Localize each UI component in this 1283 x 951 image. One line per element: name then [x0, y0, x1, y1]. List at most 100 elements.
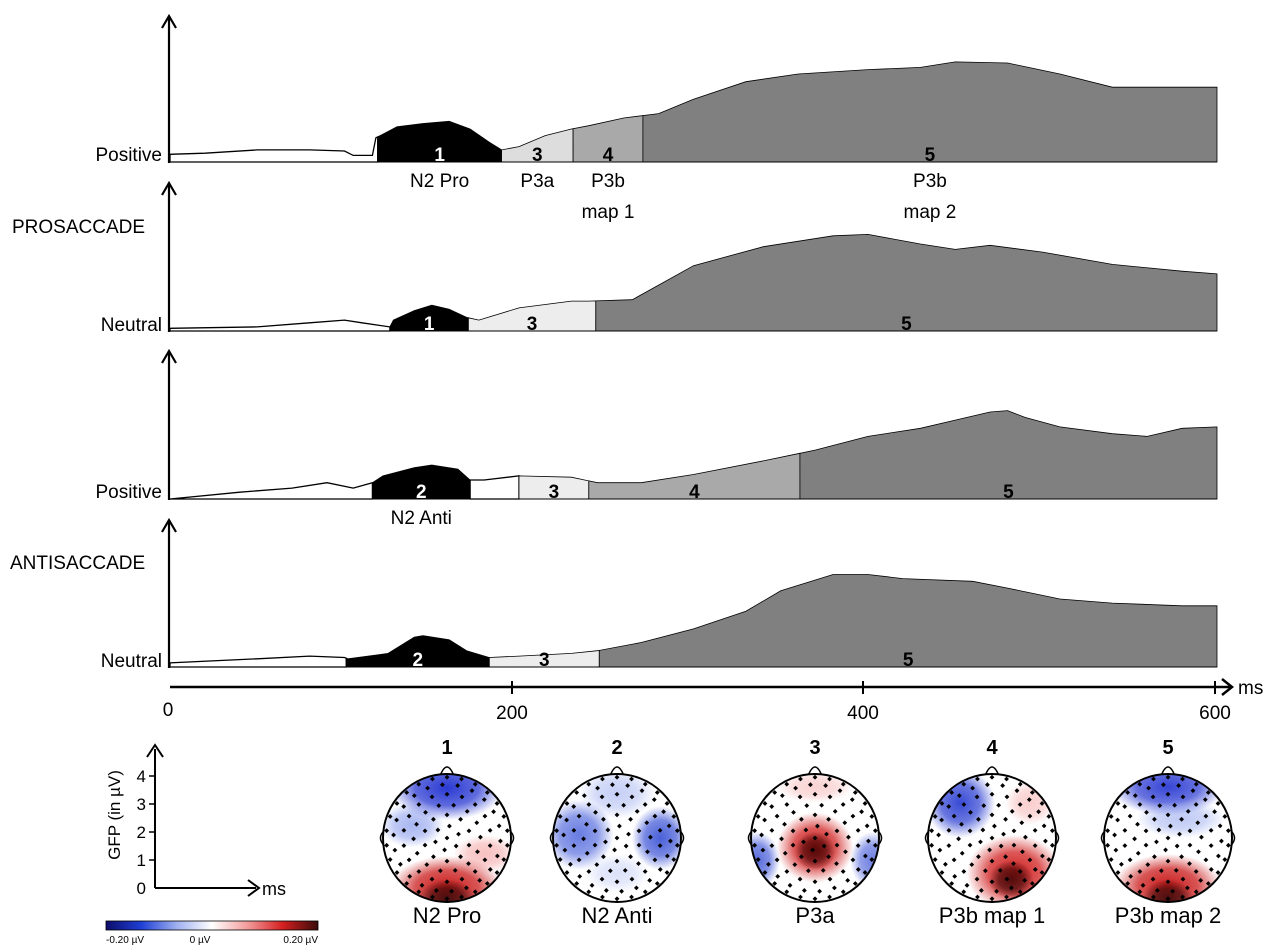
electrode-marker	[1019, 820, 1025, 826]
electrode-marker	[961, 781, 967, 787]
electrode-marker	[1165, 835, 1171, 841]
electrode-marker	[842, 820, 848, 826]
electrode-marker	[939, 817, 945, 823]
electrode-marker	[626, 831, 631, 837]
segment-map-number-p1-2: 1	[434, 145, 445, 166]
electrode-marker	[946, 843, 952, 849]
electrode-marker	[1137, 889, 1143, 895]
electrode-marker	[628, 816, 633, 822]
electrode-marker	[666, 823, 672, 829]
gfp-panel-4: 2 3 5 Neutral	[101, 517, 1218, 672]
electrode-marker	[801, 839, 806, 845]
electrode-marker	[1011, 861, 1016, 867]
electrode-marker	[430, 776, 435, 782]
electrode-marker	[647, 877, 653, 883]
electrode-marker	[599, 876, 605, 882]
electrode-marker	[416, 802, 422, 807]
electrode-marker	[812, 858, 818, 864]
electrode-marker	[815, 823, 820, 829]
electrode-marker	[946, 827, 952, 833]
colorbar: -0.20 µV 0 µV 0.20 µV	[105, 920, 319, 946]
electrode-marker	[981, 803, 987, 808]
electrode-marker	[429, 876, 435, 882]
electrode-marker	[827, 794, 833, 800]
electrode-marker	[411, 793, 417, 799]
electrode-marker	[464, 808, 470, 814]
electrode-marker	[775, 873, 781, 879]
electrode-marker	[974, 794, 980, 800]
segment-label-p1-2: N2 Pro	[410, 171, 469, 192]
gfp-tick-0: 0	[137, 879, 146, 898]
electrode-marker	[976, 854, 981, 860]
electrode-marker	[952, 873, 958, 879]
electrode-marker	[1001, 831, 1006, 837]
colorbar-max-label: 0.20 µV	[283, 935, 318, 946]
electrode-marker	[1146, 785, 1151, 791]
electrode-marker	[594, 862, 600, 868]
electrode-marker	[1203, 857, 1209, 863]
electrode-marker	[623, 843, 629, 849]
electrode-marker	[1122, 827, 1128, 833]
electrode-marker	[852, 881, 858, 886]
topomap-2: 2 N2 Anti	[549, 737, 685, 928]
electrode-marker	[671, 857, 677, 862]
electrode-marker	[568, 861, 573, 867]
electrode-marker	[840, 802, 846, 807]
electrode-marker	[1032, 843, 1038, 849]
segment-p4-1-unlabeled	[169, 655, 347, 668]
electrode-marker	[425, 785, 430, 791]
electrode-marker	[1152, 816, 1157, 822]
colorbar-min-label: -0.20 µV	[106, 935, 144, 946]
group-label-prosaccade: PROSACCADE	[12, 217, 145, 238]
electrode-marker	[628, 854, 633, 860]
electrode-marker	[1004, 794, 1010, 800]
segment-p3-6-map-5	[799, 410, 1218, 500]
electrode-marker	[394, 801, 400, 806]
gfp-tick-4: 4	[137, 767, 146, 786]
electrode-marker	[455, 783, 461, 788]
electrode-marker	[1108, 814, 1114, 819]
electrode-marker	[989, 812, 995, 818]
electrode-marker	[1179, 816, 1184, 822]
electrode-marker	[762, 801, 768, 806]
topomap-field-3	[751, 774, 879, 902]
electrode-marker	[855, 827, 861, 833]
electrode-marker	[592, 828, 598, 834]
electrode-marker	[1151, 894, 1156, 900]
segment-map-number-p1-3: 3	[532, 145, 543, 166]
electrode-marker	[444, 812, 450, 818]
segment-label-p1-4: P3b	[591, 171, 625, 192]
electrode-marker	[622, 868, 628, 873]
electrode-marker	[453, 843, 459, 849]
segment-map-number-p3-2: 2	[416, 482, 427, 503]
time-tick-400: 400	[847, 703, 879, 724]
electrode-marker	[1222, 857, 1228, 862]
electrode-marker	[832, 808, 838, 814]
time-axis: 0 200 400 600 ms	[163, 678, 1264, 724]
electrode-marker	[1150, 876, 1156, 882]
time-tick-600: 600	[1199, 703, 1231, 724]
electrode-marker	[951, 813, 957, 819]
gfp-time-unit: ms	[262, 879, 286, 899]
electrode-marker	[1108, 857, 1114, 862]
electrode-marker	[998, 843, 1004, 849]
topomap-number-2: 2	[611, 737, 622, 759]
topomap-4: 4 P3b map 1	[924, 737, 1060, 928]
electrode-marker	[494, 801, 500, 806]
electrode-marker	[1135, 821, 1140, 827]
electrode-marker	[840, 889, 846, 895]
electrode-marker	[1140, 882, 1146, 888]
electrode-marker	[1115, 817, 1121, 823]
electrode-marker	[1032, 867, 1038, 872]
electrode-marker	[759, 832, 764, 838]
electrode-marker	[639, 788, 645, 794]
electrode-marker	[1046, 814, 1052, 819]
electrode-marker	[1105, 828, 1111, 834]
electrode-marker	[989, 879, 995, 885]
head-outline	[552, 773, 682, 903]
electrode-marker	[1041, 823, 1047, 829]
electrode-marker	[384, 842, 390, 848]
electrode-marker	[994, 888, 999, 894]
electrode-marker	[1180, 794, 1186, 800]
electrode-marker	[629, 776, 634, 782]
